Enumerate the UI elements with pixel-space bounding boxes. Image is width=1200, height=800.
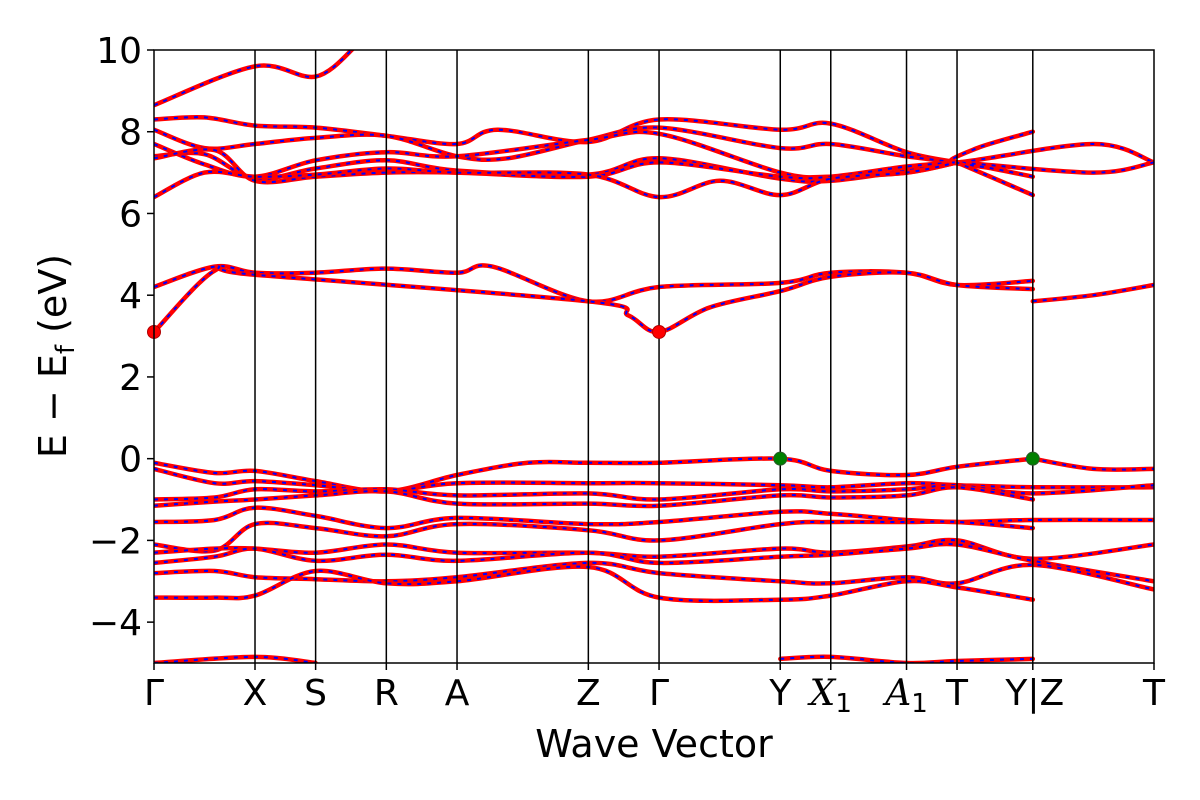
band-line-overlay-14 xyxy=(1032,457,1154,471)
high-symmetry-lines xyxy=(254,50,1034,663)
cbm-marker-1 xyxy=(652,324,667,339)
y-axis-title-sub: f xyxy=(51,344,81,354)
band-line-overlay-17 xyxy=(154,486,1033,508)
y-tick-label-6: 8 xyxy=(119,113,142,154)
x-tick-label-11: Y|Z xyxy=(1004,673,1064,714)
y-tick-label-3: 2 xyxy=(119,358,142,399)
y-tick-label-2: 0 xyxy=(119,440,142,481)
x-tick-label-3: R xyxy=(374,673,399,714)
x-tick-label-0: Γ xyxy=(144,673,164,714)
x-tick-label-9: A1 xyxy=(882,673,928,719)
x-tick-label-1: X xyxy=(243,673,268,714)
y-axis-title: E − Ef (eV) xyxy=(31,254,81,458)
band-line-overlay-1 xyxy=(154,116,958,164)
band-line-overlay-11 xyxy=(154,265,1033,334)
band-line-11 xyxy=(154,264,1036,335)
x-axis-title: Wave Vector xyxy=(535,722,773,766)
band-line-overlay-13 xyxy=(154,457,1033,493)
y-tick-label-0: −4 xyxy=(89,603,142,644)
y-tick-label-7: 10 xyxy=(96,31,142,72)
band-line-overlay-25 xyxy=(780,655,1033,663)
vbm-marker-2 xyxy=(773,451,788,466)
band-lines xyxy=(154,50,1154,663)
band-line-22 xyxy=(154,560,1154,592)
band-line-overlay-0 xyxy=(154,50,353,107)
band-line-overlay-9 xyxy=(956,161,1034,197)
x-tick-label-7: Y xyxy=(768,673,792,714)
band-line-12 xyxy=(1030,282,1154,304)
y-tick-label-1: −2 xyxy=(89,521,142,562)
x-tick-label-8: X1 xyxy=(807,673,852,719)
vbm-marker-3 xyxy=(1025,451,1040,466)
y-axis-title-main: E − E xyxy=(31,354,75,458)
band-line-overlay-8 xyxy=(952,161,1154,178)
band-line-overlay-24 xyxy=(154,655,316,663)
band-edge-markers xyxy=(147,324,1040,466)
y-tick-label-4: 4 xyxy=(119,276,142,317)
x-tick-label-2: S xyxy=(304,673,327,714)
plot-frame xyxy=(153,49,1155,664)
x-tick-label-5: Z xyxy=(576,673,601,714)
x-tick-label-4: A xyxy=(445,673,470,714)
x-tick-label-10: T xyxy=(945,673,969,714)
band-line-23 xyxy=(154,564,1036,604)
x-tick-label-6: Γ xyxy=(649,673,669,714)
y-tick-label-5: 6 xyxy=(119,194,142,235)
x-tick-label-12: T xyxy=(1142,673,1166,714)
band-line-overlay-12 xyxy=(1032,284,1154,303)
y-axis-ticks: −4 −2 0 2 4 6 8 10 xyxy=(89,31,154,644)
x-axis-ticks: Γ X S R A Z Γ Y X1 A1 T Y|Z T xyxy=(144,663,1166,719)
y-axis-title-unit: (eV) xyxy=(31,254,75,345)
